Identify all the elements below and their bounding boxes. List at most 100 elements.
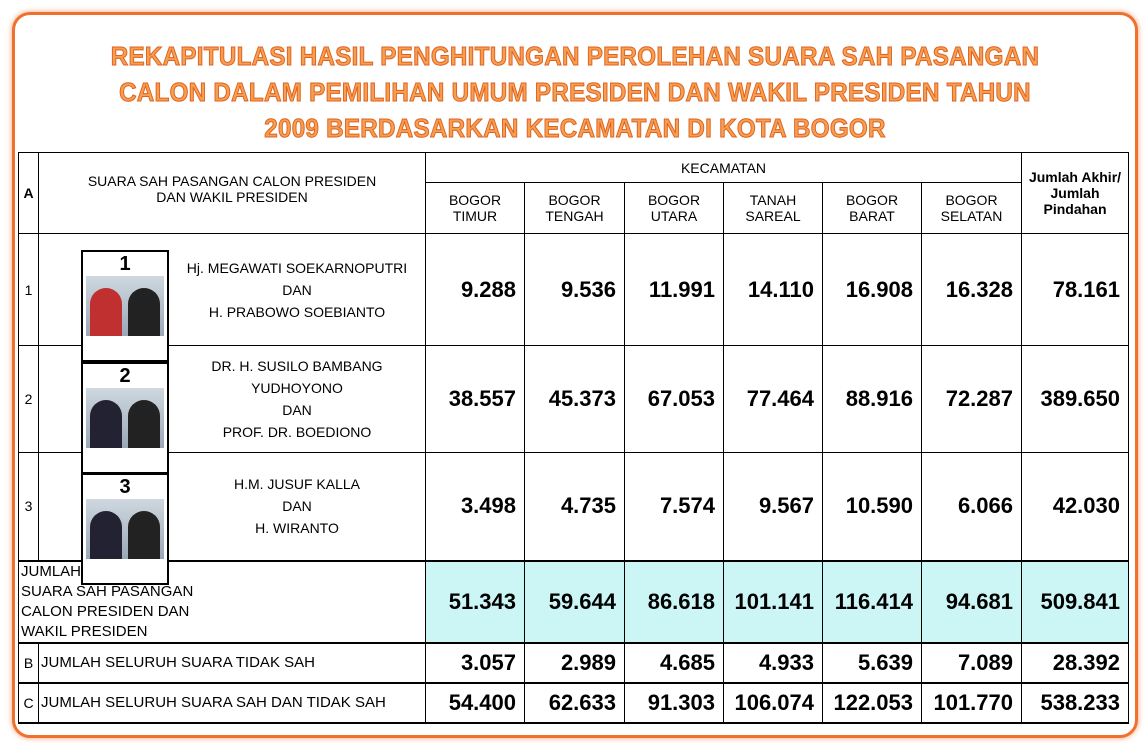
summary-row: B JUMLAH SELURUH SUARA TIDAK SAH 3.057 2.98… — [18, 642, 1129, 684]
vote-count: 7.574 — [624, 452, 724, 562]
corner: A — [18, 152, 39, 234]
row-no: 1 — [18, 233, 39, 346]
vote-count: 5.639 — [822, 642, 922, 684]
row-no: 2 — [18, 345, 39, 453]
vote-count: 7.089 — [921, 642, 1022, 684]
vote-count: 86.618 — [624, 560, 724, 644]
vote-total: 78.161 — [1021, 233, 1129, 346]
row-no: 3 — [18, 452, 39, 562]
candidate-names: DR. H. SUSILO BAMBANG YUDHOYONO DAN PROF. … — [169, 355, 425, 443]
district-header: BOGOR TIMUR — [425, 182, 525, 234]
vote-total: 389.650 — [1021, 345, 1129, 453]
row-no: B — [18, 642, 39, 684]
district-header: TANAH SAREAL — [723, 182, 823, 234]
portraits — [86, 499, 164, 559]
candidate-cell: 2 DR. H. SUSILO BAMBANG YUDHOYONO DAN PROF.… — [38, 345, 426, 474]
total-header: Jumlah Akhir/ Jumlah Pindahan — [1021, 152, 1129, 234]
portrait — [90, 511, 122, 559]
district-header: BOGOR SELATAN — [921, 182, 1022, 234]
district-header: BOGOR UTARA — [624, 182, 724, 234]
row-no: C — [18, 682, 39, 724]
title: REKAPITULASI HASIL PENGHITUNGAN PEROLEHA… — [20, 38, 1130, 146]
candidate-name: DAN — [282, 498, 312, 515]
portrait — [90, 288, 122, 336]
portrait — [90, 400, 122, 448]
vote-count: 4.735 — [524, 452, 625, 562]
vote-count: 2.989 — [524, 642, 625, 684]
vote-total: 42.030 — [1021, 452, 1129, 562]
vote-count: 16.908 — [822, 233, 922, 346]
title-line: 2009 BERDASARKAN KECAMATAN DI KOTA BOGOR — [264, 113, 886, 144]
title-line: REKAPITULASI HASIL PENGHITUNGAN PEROLEHA… — [110, 41, 1040, 72]
vote-count: 54.400 — [425, 682, 525, 724]
candidate-name: DAN — [282, 281, 312, 298]
candidate-cell: 3 H.M. JUSUF KALLA DAN H. WIRANTO — [38, 452, 426, 585]
portraits — [86, 276, 164, 336]
vote-count: 3.057 — [425, 642, 525, 684]
vote-count: 3.498 — [425, 452, 525, 562]
vote-count: 9.288 — [425, 233, 525, 346]
vote-count: 51.343 — [425, 560, 525, 644]
vote-count: 72.287 — [921, 345, 1022, 453]
vote-count: 6.066 — [921, 452, 1022, 562]
candidate-name: H.M. JUSUF KALLA — [233, 476, 361, 493]
vote-count: 77.464 — [723, 345, 823, 453]
candidate-row: 2 2 DR. H. SUSILO BAMBANG YUDHOYONO DAN PROF… — [18, 345, 1129, 474]
vote-count: 9.536 — [524, 233, 625, 346]
vote-count: 106.074 — [723, 682, 823, 724]
vote-total: 28.392 — [1021, 642, 1129, 684]
vote-count: 67.053 — [624, 345, 724, 453]
candidate-name: H. PRABOWO SOEBIANTO — [208, 303, 386, 320]
candidate-row: 1 1 Hj. MEGAWATI SOEKARNOPUTRI DAN H. PRABOW… — [18, 233, 1129, 362]
candidate-name: Hj. MEGAWATI SOEKARNOPUTRI — [186, 259, 408, 276]
summary-label: JUMLAH SELURUH SUARA SAH PASANGAN CALON … — [18, 560, 426, 644]
candidate-name: H. WIRANTO — [255, 520, 339, 537]
district-header: BOGOR BARAT — [822, 182, 922, 234]
district-header: BOGOR TENGAH — [524, 182, 625, 234]
candidate-cell: 1 Hj. MEGAWATI SOEKARNOPUTRI DAN H. PRABOWO… — [38, 233, 426, 362]
vote-count: 10.590 — [822, 452, 922, 562]
vote-count: 16.328 — [921, 233, 1022, 346]
summary-label: JUMLAH SELURUH SUARA TIDAK SAH — [38, 642, 426, 684]
ballot-photo: 3 — [81, 473, 169, 585]
candidate-names: H.M. JUSUF KALLA DAN H. WIRANTO — [169, 473, 425, 539]
results-table: A SUARA SAH PASANGAN CALON PRESIDEN DAN W… — [18, 152, 1129, 724]
vote-count: 91.303 — [624, 682, 724, 724]
title-line: CALON DALAM PEMILIHAN UMUM PRESIDEN DAN … — [119, 77, 1032, 108]
group-header: KECAMATAN — [425, 152, 1022, 183]
vote-count: 14.110 — [723, 233, 823, 346]
ballot-number: 1 — [119, 253, 131, 275]
subject-header: SUARA SAH PASANGAN CALON PRESIDEN DAN WA… — [38, 152, 426, 234]
vote-total: 538.233 — [1021, 682, 1129, 724]
candidate-name: DAN — [282, 402, 312, 418]
ballot-photo: 1 — [81, 250, 169, 362]
vote-count: 62.633 — [524, 682, 625, 724]
portrait — [128, 288, 160, 336]
ballot-number: 2 — [119, 365, 131, 387]
vote-count: 4.685 — [624, 642, 724, 684]
vote-total: 509.841 — [1021, 560, 1129, 644]
vote-count: 45.373 — [524, 345, 625, 453]
vote-count: 59.644 — [524, 560, 625, 644]
candidate-row: 3 3 H.M. JUSUF KALLA DAN H. WIRANTO 3.498 4.73… — [18, 452, 1129, 585]
header-row: A SUARA SAH PASANGAN CALON PRESIDEN DAN W… — [18, 152, 1129, 234]
vote-count: 4.933 — [723, 642, 823, 684]
summary-row: JUMLAH SELURUH SUARA SAH PASANGAN CALON … — [18, 560, 1129, 644]
candidate-name: PROF. DR. BOEDIONO — [222, 424, 372, 440]
ballot-number: 3 — [119, 476, 131, 498]
vote-count: 38.557 — [425, 345, 525, 453]
vote-count: 101.770 — [921, 682, 1022, 724]
vote-count: 101.141 — [723, 560, 823, 644]
vote-count: 122.053 — [822, 682, 922, 724]
vote-count: 88.916 — [822, 345, 922, 453]
summary-row: C JUMLAH SELURUH SUARA SAH DAN TIDAK SAH 5… — [18, 682, 1129, 724]
vote-count: 116.414 — [822, 560, 922, 644]
vote-count: 9.567 — [723, 452, 823, 562]
portraits — [86, 388, 164, 448]
portrait — [128, 511, 160, 559]
portrait — [128, 400, 160, 448]
candidate-names: Hj. MEGAWATI SOEKARNOPUTRI DAN H. PRABOWO … — [169, 257, 425, 323]
header-row: BOGOR TIMUR BOGOR TENGAH BOGOR UTARA TANAH … — [19, 182, 1129, 234]
summary-label: JUMLAH SELURUH SUARA SAH DAN TIDAK SAH — [38, 682, 426, 724]
